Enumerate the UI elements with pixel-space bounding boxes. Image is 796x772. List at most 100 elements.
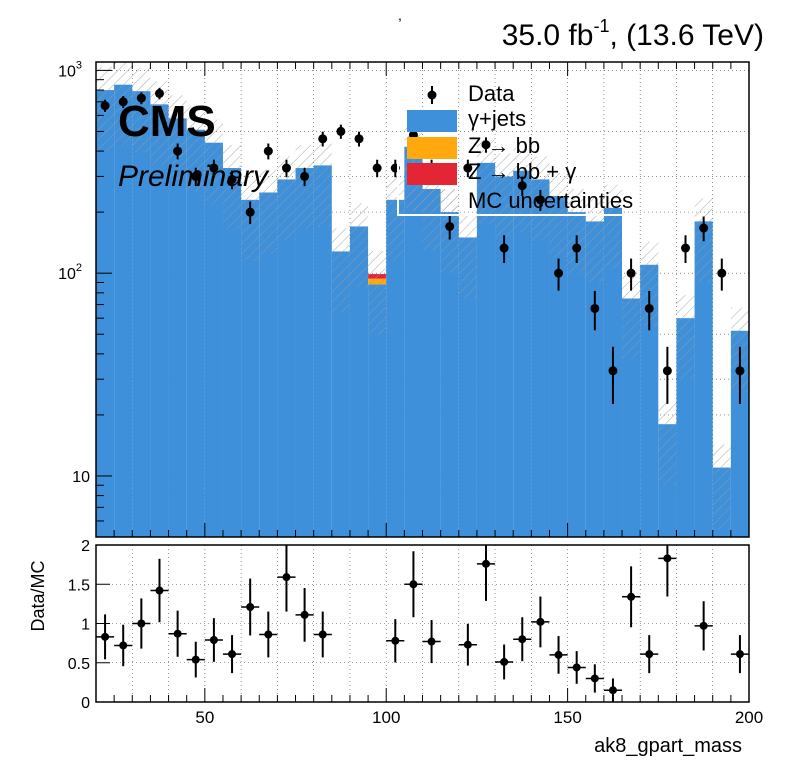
ratio-y-tick-label: 1 [81, 617, 90, 634]
data-point [100, 101, 110, 111]
data-point [154, 88, 164, 98]
data-point [499, 243, 509, 253]
bar-gjets [313, 165, 332, 538]
legend-data-label: Data [468, 81, 515, 106]
bar-gjets [585, 221, 604, 537]
bar-gjets [277, 179, 296, 537]
ratio-y-tick-label: 1.5 [68, 577, 90, 594]
preliminary-label: Preliminary [118, 160, 270, 193]
bar-gjets [495, 176, 514, 537]
ratio-y-tick-label: 2 [81, 538, 90, 555]
uncertainty-band [386, 176, 405, 261]
uncertainty-band [368, 250, 387, 336]
ratio-y-axis-label: Data/MC [28, 560, 48, 631]
ratio-point [137, 619, 146, 628]
lumi-value: 35.0 fb [502, 19, 594, 52]
bar-gjets [531, 179, 550, 537]
main-frame [95, 61, 750, 538]
data-point [300, 171, 310, 181]
data-point [336, 126, 346, 136]
ratio-point [627, 592, 636, 601]
data-point [481, 140, 491, 150]
bar-gjets [404, 146, 423, 537]
ratio-point [409, 580, 418, 589]
ratio-frame [95, 544, 750, 703]
ratio-axes: 0 0.5 1 1.5 2 50 100 150 200 [68, 538, 763, 727]
ratio-point [101, 632, 110, 641]
ratio-point [228, 650, 237, 659]
uncertainty-band [712, 444, 731, 529]
ratio-point [119, 641, 128, 650]
legend-entry-data: Data [427, 81, 515, 106]
uncertainty-band [458, 214, 477, 299]
main-uncertainty [96, 61, 749, 529]
data-point [136, 93, 146, 103]
x-axis-label: ak8_gpart_mass [594, 735, 742, 757]
x-tick-label: 200 [735, 708, 763, 727]
legend-box [397, 87, 627, 216]
uncertainty-band [168, 95, 187, 180]
ratio-point [282, 573, 291, 582]
y-tick-label: 10 [72, 469, 90, 486]
uncertainty-band [585, 198, 604, 283]
ratio-point [191, 655, 200, 664]
data-point [572, 243, 582, 253]
ratio-point [264, 630, 273, 639]
uncertainty-band [313, 142, 332, 227]
data-point [209, 163, 219, 173]
data-point [245, 207, 255, 217]
data-point [554, 268, 564, 278]
uncertainty-band [150, 81, 169, 166]
bar-gjets [222, 168, 242, 537]
ratio-frame-bg [96, 545, 749, 702]
data-point [608, 366, 618, 376]
data-point [463, 163, 473, 173]
x-tick-label: 50 [195, 708, 214, 727]
data-point [626, 268, 636, 278]
bar-gjets [513, 170, 532, 537]
data-point [535, 195, 545, 205]
bar-gjets [476, 162, 496, 537]
data-point [735, 366, 745, 376]
bar-gjets [331, 251, 350, 537]
uncertainty-band [622, 275, 641, 360]
data-point [227, 174, 237, 184]
energy-value: , (13.6 TeV) [609, 19, 764, 52]
data-point [445, 221, 455, 231]
bar-gjets [549, 196, 568, 537]
uncertainty-band [295, 144, 314, 230]
data-point [354, 134, 364, 144]
data-point [662, 366, 672, 376]
ratio-point [735, 650, 744, 659]
header-tick-mark: , [398, 7, 402, 23]
ratio-point [536, 617, 545, 626]
ratio-point [554, 650, 563, 659]
bar-gjets [440, 212, 459, 537]
uncertainty-band [331, 228, 350, 313]
ratio-point [391, 636, 400, 645]
ratio-data-points [96, 545, 749, 702]
y-tick-label: 102 [58, 262, 82, 283]
legend-entry-unc: MC uncertainties [407, 188, 633, 213]
data-point [173, 146, 183, 156]
bar-gjets [150, 104, 169, 538]
lumi-exponent: -1 [593, 16, 609, 36]
ratio-point [463, 640, 472, 649]
legend-entry-gjets: γ+jets [407, 106, 526, 132]
uncertainty-band [277, 156, 296, 241]
data-point [717, 268, 727, 278]
cms-label: CMS [118, 97, 216, 146]
ratio-point [572, 663, 581, 672]
legend-zbb-label: Z → bb [468, 133, 540, 158]
ratio-point [318, 630, 327, 639]
uncertainty-band [567, 189, 586, 274]
data-point [517, 181, 527, 191]
y-tick-label: 103 [58, 59, 82, 80]
legend-entry-zbbg: Z → bb + γ [407, 159, 576, 185]
bar-gjets [186, 129, 205, 537]
ratio-y-tick-label: 0 [81, 695, 90, 712]
bar-gjets [567, 212, 586, 537]
uncertainty-band [259, 169, 278, 254]
bar-gjets [295, 168, 314, 537]
data-point [191, 171, 201, 181]
